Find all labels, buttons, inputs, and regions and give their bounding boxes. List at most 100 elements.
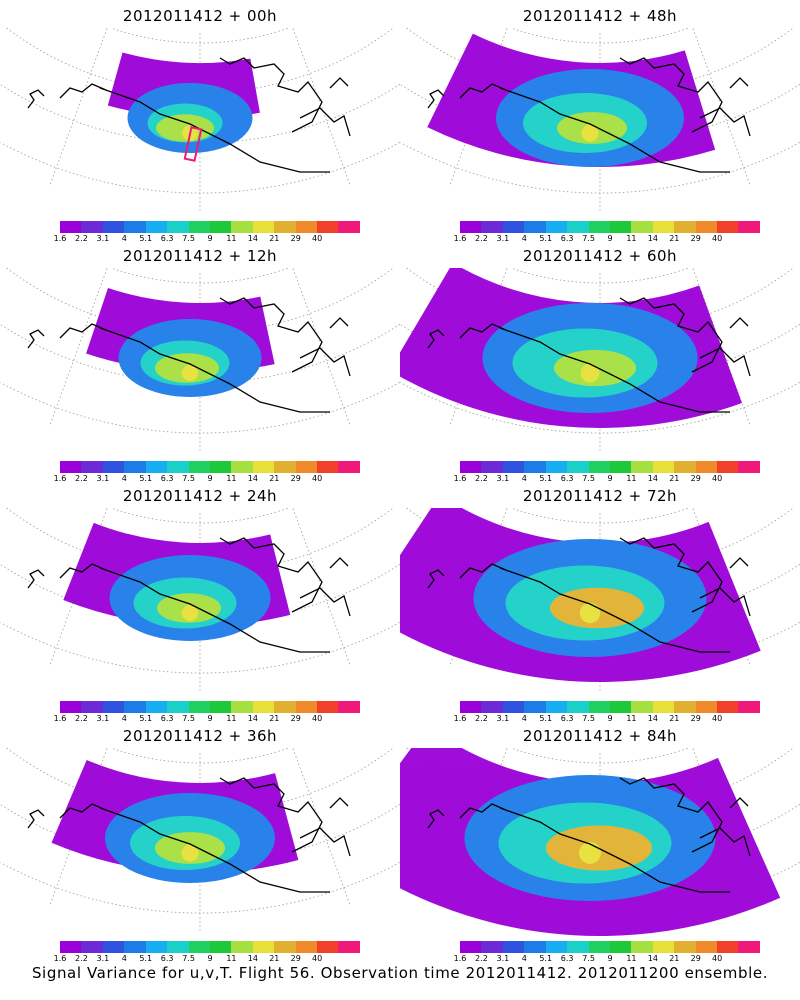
colorbar-swatch <box>81 701 103 713</box>
colorbar-swatch <box>481 221 503 233</box>
map-panel: 2012011412 + 24h 1.6 2.2 3.1 4 5.1 6.3 7.5 9 11 14… <box>0 480 400 725</box>
colorbar-swatch <box>60 461 82 473</box>
colorbar-tick-label: 4 <box>521 234 527 243</box>
colorbar-tick-label: 21 <box>269 474 280 483</box>
colorbar-swatch <box>588 461 610 473</box>
colorbar-tick-label: 21 <box>269 954 280 963</box>
colorbar-swatch <box>209 461 232 473</box>
colorbar-tick-label: 4 <box>521 954 527 963</box>
colorbar-tick-label: 29 <box>690 714 701 723</box>
colorbar-swatch <box>295 461 318 473</box>
graticule <box>0 508 400 693</box>
map-panel: 2012011412 + 00h 1.6 2.2 3.1 4 5.1 6.3 7.5 9 11 14… <box>0 0 400 245</box>
colorbar-tick-label: 21 <box>669 474 680 483</box>
colorbar-swatch <box>545 701 568 713</box>
colorbar-tick-label: 3.1 <box>96 474 110 483</box>
colorbar-tick-label: 40 <box>312 954 323 963</box>
variance-map <box>0 508 400 693</box>
colorbar-tick-label: 2.2 <box>475 714 488 723</box>
colorbar-tick-label: 40 <box>712 234 723 243</box>
colorbar-tick-label: 1.6 <box>53 474 67 483</box>
colorbar-tick-label: 2.2 <box>75 474 88 483</box>
colorbar-swatch <box>567 461 589 473</box>
colorbar-tick-label: 6.3 <box>160 954 174 963</box>
colorbar-swatch <box>81 221 103 233</box>
colorbar-tick-label: 9 <box>207 234 213 243</box>
colorbar-swatch <box>231 461 253 473</box>
figure-caption: Signal Variance for u,v,T. Flight 56. Ob… <box>31 964 769 982</box>
colorbar-tick-label: 5.1 <box>139 714 153 723</box>
variance-field <box>107 52 260 153</box>
colorbar-tick-label: 7.5 <box>182 474 195 483</box>
colorbar-ticks: 1.6 2.2 3.1 4 5.1 6.3 7.5 9 11 14 21 29 40 <box>54 714 360 724</box>
colorbar-swatch <box>717 461 739 473</box>
colorbar-swatch <box>717 941 739 953</box>
colorbar-swatch <box>738 461 760 473</box>
colorbar-tick-label: 11 <box>226 234 237 243</box>
colorbar-tick-label: 9 <box>607 234 613 243</box>
colorbar-tick-label: 7.5 <box>582 954 595 963</box>
colorbar-tick-label: 14 <box>647 234 658 243</box>
colorbar-swatch <box>588 701 610 713</box>
colorbar-tick-label: 14 <box>247 234 258 243</box>
colorbar-tick-label: 7.5 <box>182 954 195 963</box>
colorbar-tick-label: 11 <box>226 954 237 963</box>
colorbar-swatch <box>209 941 232 953</box>
colorbar-swatch <box>609 941 632 953</box>
colorbar-swatch <box>274 941 296 953</box>
colorbar-ticks: 1.6 2.2 3.1 4 5.1 6.3 7.5 9 11 14 21 29 40 <box>454 474 760 484</box>
colorbar-swatch <box>60 941 82 953</box>
colorbar-swatch <box>231 221 253 233</box>
colorbar-swatch <box>338 941 360 953</box>
colorbar-swatch <box>188 941 210 953</box>
panel-title: 2012011412 + 24h <box>122 487 278 505</box>
colorbar-tick-label: 3.1 <box>496 714 510 723</box>
colorbar-swatch <box>167 941 189 953</box>
graticule <box>0 748 400 933</box>
colorbar-swatch <box>188 461 210 473</box>
colorbar <box>460 221 760 233</box>
colorbar-swatch <box>317 461 339 473</box>
colorbar-tick-label: 21 <box>669 234 680 243</box>
panel-title: 2012011412 + 84h <box>522 727 678 745</box>
colorbar-tick-label: 11 <box>626 474 637 483</box>
colorbar-tick-label: 21 <box>269 714 280 723</box>
map-panel: 2012011412 + 36h 1.6 2.2 3.1 4 5.1 6.3 7.5 9 11 14… <box>0 720 400 965</box>
colorbar-tick-label: 4 <box>521 474 527 483</box>
map-panel: 2012011412 + 72h 1.6 2.2 3.1 4 5.1 6.3 7.5 9 11 14… <box>400 480 800 725</box>
colorbar-swatch <box>145 941 168 953</box>
colorbar-swatch <box>81 941 103 953</box>
colorbar-tick-label: 1.6 <box>53 954 67 963</box>
variance-field <box>51 759 299 883</box>
colorbar-swatch <box>545 461 568 473</box>
colorbar-tick-label: 9 <box>607 954 613 963</box>
panel-title: 2012011412 + 12h <box>122 247 278 265</box>
colorbar-swatch <box>167 461 189 473</box>
colorbar-tick-label: 5.1 <box>539 954 553 963</box>
colorbar-swatch <box>167 701 189 713</box>
colorbar-tick-label: 5.1 <box>139 954 153 963</box>
colorbar-swatch <box>295 701 318 713</box>
colorbar-swatch <box>60 701 82 713</box>
colorbar <box>60 221 360 233</box>
colorbar-swatch <box>124 461 146 473</box>
colorbar-tick-label: 2.2 <box>475 954 488 963</box>
colorbar-tick-label: 21 <box>669 714 680 723</box>
colorbar-swatch <box>317 221 339 233</box>
colorbar-tick-label: 1.6 <box>453 954 467 963</box>
colorbar-tick-label: 5.1 <box>539 474 553 483</box>
colorbar-swatch <box>274 461 296 473</box>
colorbar-tick-label: 3.1 <box>96 234 110 243</box>
colorbar-swatch <box>524 941 546 953</box>
panel-title: 2012011412 + 60h <box>522 247 678 265</box>
colorbar-tick-label: 4 <box>121 954 127 963</box>
colorbar-tick-label: 40 <box>312 234 323 243</box>
colorbar-swatch <box>338 221 360 233</box>
colorbar-swatch <box>460 701 482 713</box>
colorbar-swatch <box>631 221 653 233</box>
colorbar-swatch <box>60 221 82 233</box>
variance-map <box>0 748 400 933</box>
panel-title: 2012011412 + 48h <box>522 7 678 25</box>
coastline <box>427 777 751 893</box>
colorbar-swatch <box>652 941 675 953</box>
